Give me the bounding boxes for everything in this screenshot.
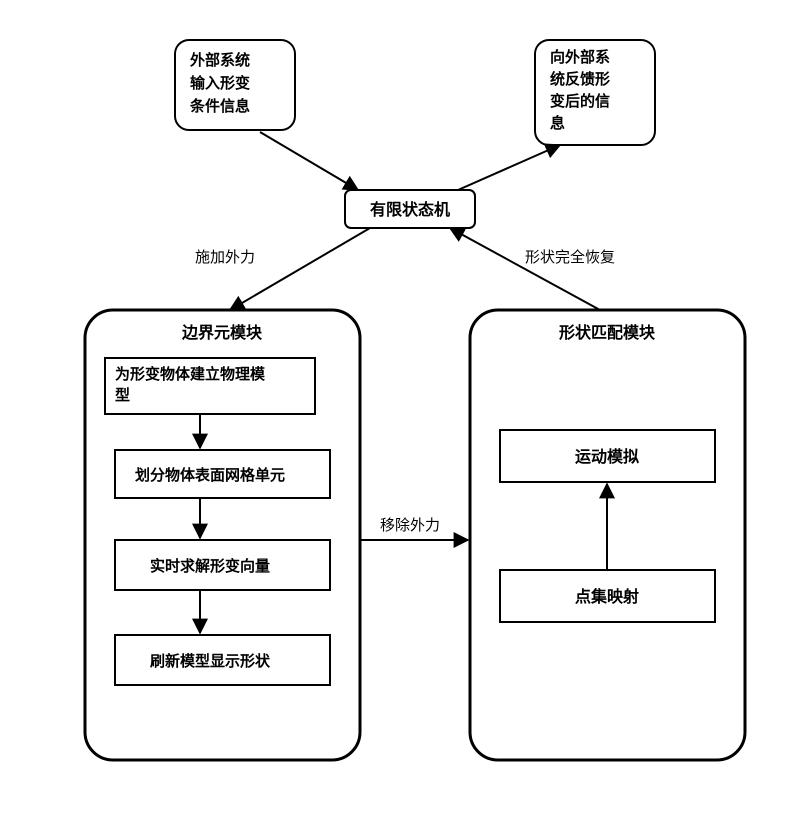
flowchart-diagram: 外部系统 输入形变 条件信息 向外部系 统反馈形 变后的信 息 有限状态机 边界… [0, 0, 800, 824]
node-fsm-label: 有限状态机 [370, 200, 450, 219]
node-output-line4: 息 [550, 114, 565, 132]
panel-left-title: 边界元模块 [181, 323, 263, 342]
node-input-line1: 外部系统 [189, 51, 250, 69]
edge-apply-force-label: 施加外力 [195, 249, 255, 266]
node-output-line2: 统反馈形 [550, 70, 610, 88]
step-s1-label-l2: 型 [115, 386, 130, 404]
edge-shape-restored-label: 形状完全恢复 [525, 248, 615, 266]
edge-fsm-to-output [458, 145, 560, 190]
panel-right-title: 形状匹配模块 [559, 323, 656, 342]
node-output-line1: 向外部系 [550, 48, 610, 66]
step-r1-label: 运动模拟 [575, 447, 639, 466]
edge-right-to-fsm [450, 228, 600, 310]
step-s2-label: 划分物体表面网格单元 [135, 466, 285, 484]
node-input-line2: 输入形变 [190, 74, 250, 92]
step-s3-label: 实时求解形变向量 [150, 557, 270, 575]
edge-remove-force-label: 移除外力 [380, 517, 440, 534]
step-r2-label: 点集映射 [575, 587, 639, 606]
node-input-line3: 条件信息 [189, 97, 250, 115]
edge-fsm-to-left [230, 228, 370, 310]
step-s1-label-l1: 为形变物体建立物理模 [115, 365, 266, 383]
step-s4-label: 刷新模型显示形状 [150, 652, 271, 670]
node-output-line3: 变后的信 [550, 92, 610, 110]
edge-input-to-fsm [260, 132, 358, 190]
